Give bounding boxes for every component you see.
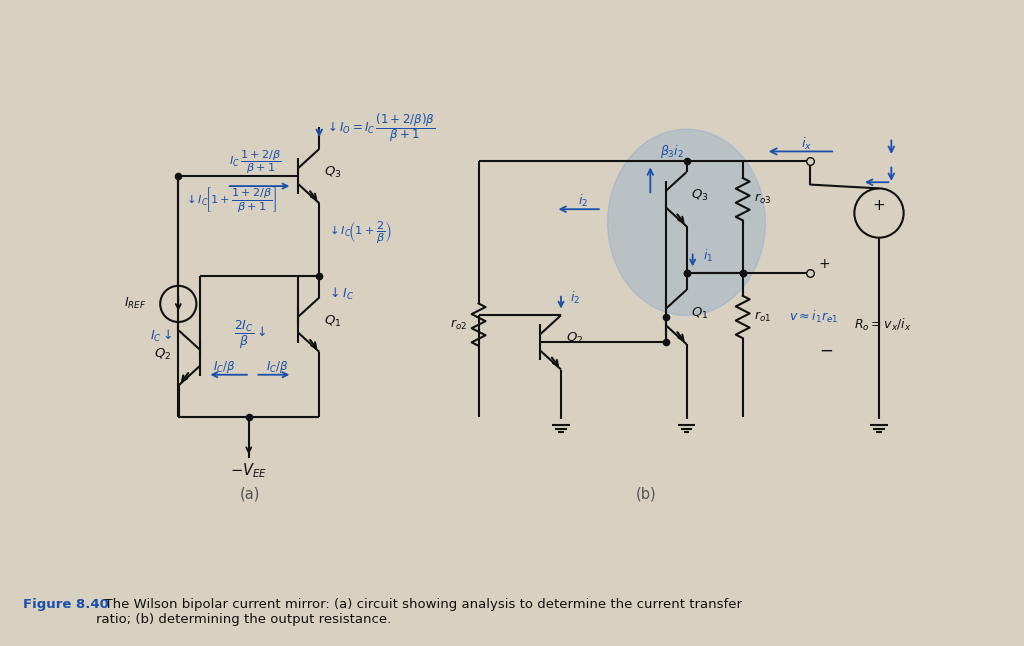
Text: $i_1$: $i_1$	[703, 248, 714, 264]
Text: $I_C\downarrow$: $I_C\downarrow$	[150, 328, 172, 344]
Text: $-V_{EE}$: $-V_{EE}$	[230, 462, 267, 481]
Ellipse shape	[607, 129, 765, 315]
Text: $\beta_3 i_2$: $\beta_3 i_2$	[659, 143, 684, 160]
Text: $i_2$: $i_2$	[570, 290, 581, 306]
Text: $v \approx i_1 r_{e1}$: $v \approx i_1 r_{e1}$	[788, 309, 839, 325]
Text: (b): (b)	[636, 486, 656, 501]
Text: $Q_2$: $Q_2$	[155, 347, 172, 362]
Text: $Q_1$: $Q_1$	[691, 306, 709, 321]
Text: $I_C/\beta$: $I_C/\beta$	[265, 359, 288, 375]
Text: The Wilson bipolar current mirror: (a) circuit showing analysis to determine the: The Wilson bipolar current mirror: (a) c…	[96, 598, 742, 625]
Text: $R_o = v_x/i_x$: $R_o = v_x/i_x$	[854, 317, 912, 333]
Text: (a): (a)	[240, 486, 260, 501]
Text: Figure 8.40: Figure 8.40	[23, 598, 109, 610]
Text: $-$: $-$	[819, 341, 834, 359]
Text: $\downarrow I_O = I_C\,\dfrac{(1+2/\beta)\beta}{\beta+1}$: $\downarrow I_O = I_C\,\dfrac{(1+2/\beta…	[326, 111, 435, 144]
Text: $\downarrow I_C$: $\downarrow I_C$	[327, 286, 354, 302]
Text: +: +	[819, 257, 830, 271]
Text: $I_C/\beta$: $I_C/\beta$	[213, 359, 236, 375]
Text: $Q_2$: $Q_2$	[565, 331, 583, 346]
Text: $I_{REF}$: $I_{REF}$	[124, 297, 146, 311]
Text: $\dfrac{2I_C}{\beta}\downarrow$: $\dfrac{2I_C}{\beta}\downarrow$	[233, 318, 266, 351]
Text: $r_{o1}$: $r_{o1}$	[755, 310, 771, 324]
Text: $Q_3$: $Q_3$	[324, 165, 341, 180]
Text: $i_x$: $i_x$	[801, 136, 812, 152]
Text: $Q_3$: $Q_3$	[691, 188, 709, 203]
Text: $\downarrow I_C\!\left[1+\dfrac{1+2/\beta}{\beta+1}\right]$: $\downarrow I_C\!\left[1+\dfrac{1+2/\bet…	[184, 185, 278, 214]
Text: +: +	[872, 198, 886, 213]
Text: $Q_1$: $Q_1$	[324, 313, 341, 329]
Text: $r_{o3}$: $r_{o3}$	[755, 192, 772, 206]
Text: $\downarrow I_C\!\left(1+\dfrac{2}{\beta}\right)$: $\downarrow I_C\!\left(1+\dfrac{2}{\beta…	[327, 219, 392, 245]
Text: $r_{o2}$: $r_{o2}$	[450, 318, 467, 332]
Text: $i_2$: $i_2$	[579, 193, 589, 209]
Text: $I_C\,\dfrac{1+2/\beta}{\beta+1}$: $I_C\,\dfrac{1+2/\beta}{\beta+1}$	[229, 149, 282, 176]
